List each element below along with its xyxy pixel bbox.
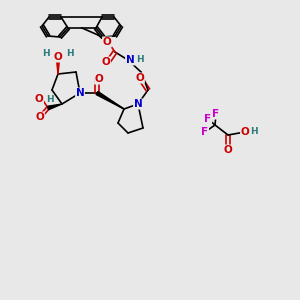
Text: O: O [94,74,103,84]
Text: H: H [46,94,54,103]
Text: H: H [42,49,50,58]
Text: N: N [76,88,84,98]
Text: O: O [224,145,232,155]
Text: N: N [134,99,142,109]
Text: O: O [36,112,44,122]
Text: F: F [204,114,211,124]
Text: O: O [136,73,144,83]
Text: O: O [34,94,43,104]
Text: O: O [241,127,249,137]
Text: H: H [136,56,144,64]
Text: F: F [201,127,208,137]
Text: H: H [250,128,258,136]
Text: H: H [66,49,74,58]
Text: N: N [126,55,134,65]
Polygon shape [56,57,60,74]
Polygon shape [47,104,62,110]
Text: O: O [102,57,110,67]
Text: O: O [54,52,62,62]
Text: F: F [212,109,220,119]
Polygon shape [96,92,124,109]
Text: O: O [103,37,111,47]
